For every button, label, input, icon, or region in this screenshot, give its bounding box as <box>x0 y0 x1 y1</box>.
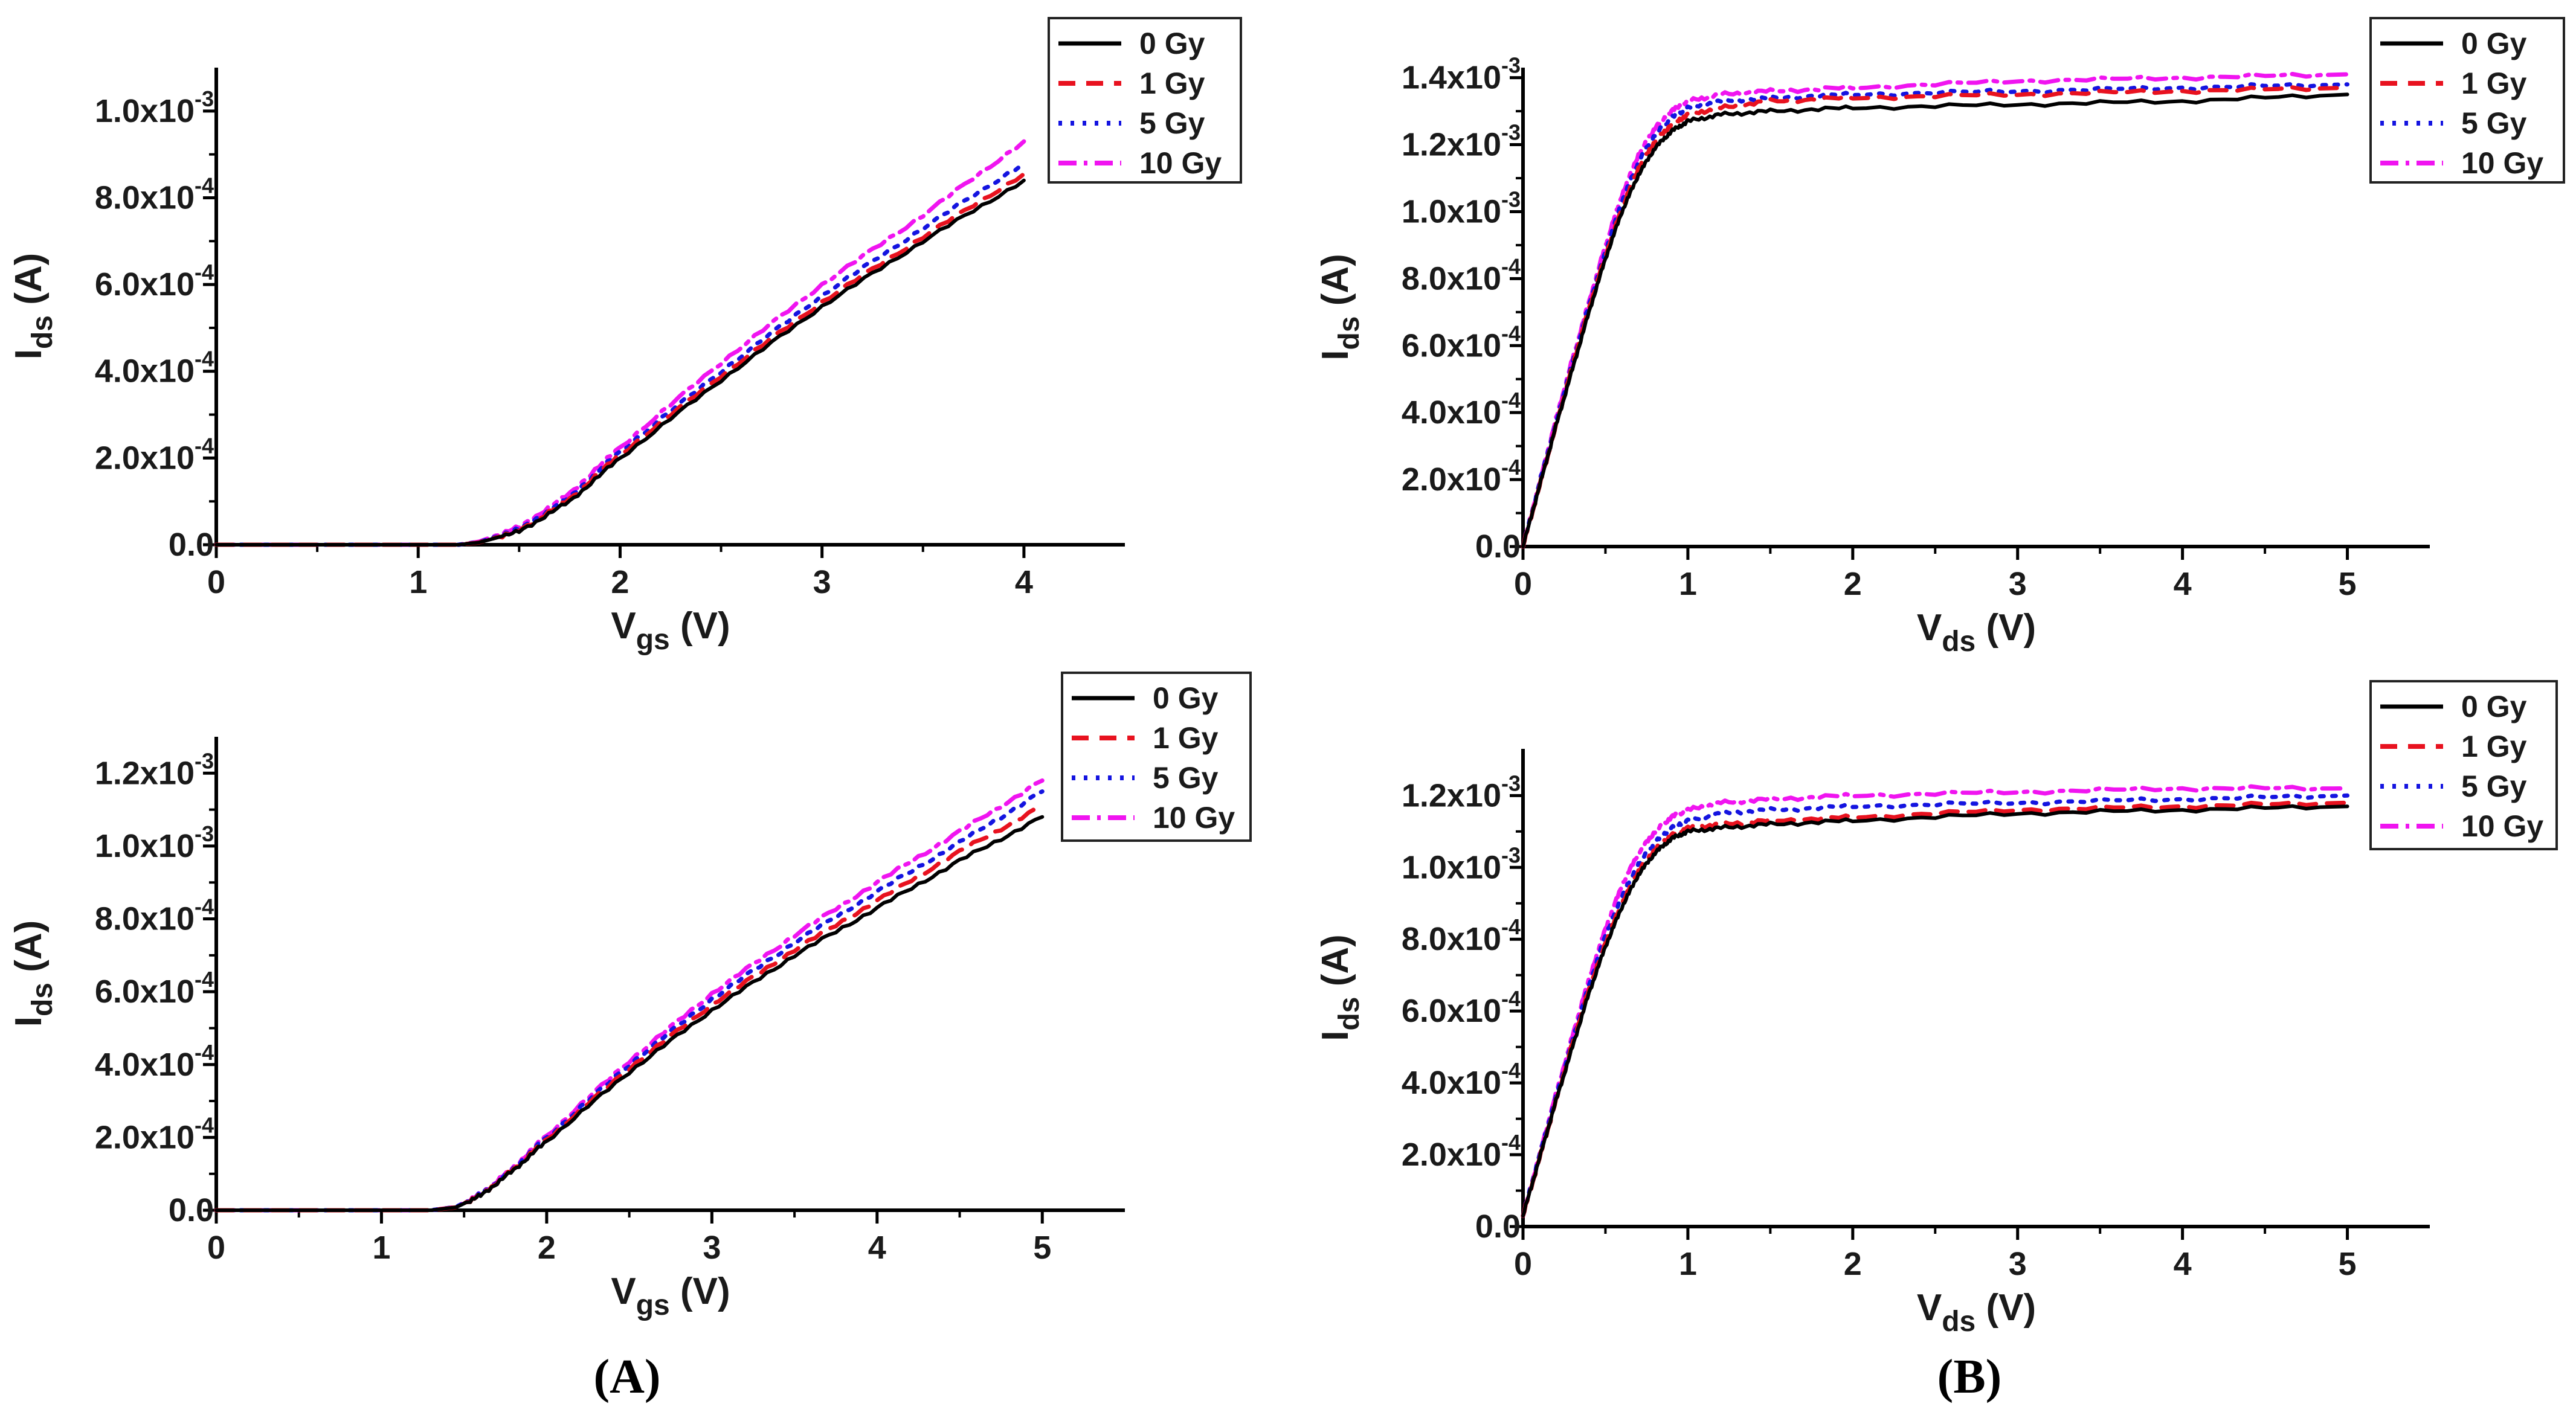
x-tick-label: 5 <box>1033 1230 1051 1266</box>
x-tick-label: 3 <box>703 1230 721 1266</box>
y-tick-label: 2.0x10-4 <box>1402 1130 1521 1173</box>
y-tick-label: 2.0x10-4 <box>95 433 214 476</box>
y-tick-label: 6.0x10-4 <box>1402 986 1521 1029</box>
legend-label: 10 Gy <box>1139 146 1222 180</box>
y-tick-label: 1.0x10-3 <box>1402 842 1521 885</box>
legend: 0 Gy 1 Gy 5 Gy 10 Gy <box>1061 672 1252 842</box>
y-tick-label: 0.0 <box>1475 528 1521 565</box>
chart-top-right: 0 1 2 3 4 5 0.0 2.0x10-4 4.0x10-4 6.0x10-4 8.0x10-… <box>1315 17 2565 658</box>
series-line-1-gy <box>1521 85 2349 549</box>
panel-label-b: (B) <box>1937 1350 2002 1404</box>
y-tick-label: 2.0x10-4 <box>95 1112 214 1155</box>
chart-bottom-left: 0 1 2 3 4 5 0.0 2.0x10-4 4.0x10-4 6.0x10-4 8.0x10-… <box>8 672 1252 1321</box>
series-line-5-gy <box>214 161 1026 547</box>
y-tick-label: 1.0x10-3 <box>95 86 214 129</box>
legend-label: 5 Gy <box>1153 761 1219 795</box>
x-tick-label: 2 <box>1844 566 1862 602</box>
y-tick-label: 1.2x10-3 <box>1402 120 1521 163</box>
y-tick-label: 6.0x10-4 <box>95 967 214 1010</box>
legend-label: 5 Gy <box>2461 769 2527 803</box>
x-tick-label: 3 <box>2009 566 2027 602</box>
x-tick-label: 1 <box>409 564 427 600</box>
y-axis-label: Ids (A) <box>1315 254 1365 361</box>
x-axis-label: Vgs (V) <box>611 605 730 656</box>
x-tick-label: 0 <box>207 1230 225 1266</box>
legend: 0 Gy 1 Gy 5 Gy 10 Gy <box>1048 17 1242 184</box>
legend-label: 1 Gy <box>1139 66 1205 100</box>
legend-box <box>2369 680 2558 850</box>
y-tick-label: 4.0x10-4 <box>95 347 214 390</box>
legend-label: 0 Gy <box>1153 681 1219 715</box>
chart-top-left: 0 1 2 3 4 0.0 2.0x10-4 4.0x10-4 6.0x10-4 8.0x10-4… <box>8 17 1242 656</box>
y-tick-label: 4.0x10-4 <box>1402 388 1521 431</box>
legend-label: 0 Gy <box>2461 27 2527 60</box>
legend-label: 1 Gy <box>2461 66 2527 100</box>
series-line-0-gy <box>214 178 1026 547</box>
x-tick-label: 1 <box>1679 566 1697 602</box>
y-tick-label: 8.0x10-4 <box>1402 914 1521 957</box>
x-tick-label: 3 <box>2009 1246 2027 1282</box>
series-line-10-gy <box>214 139 1026 547</box>
legend-label: 5 Gy <box>1139 106 1205 140</box>
x-tick-label: 4 <box>868 1230 886 1266</box>
legend-label: 10 Gy <box>2461 809 2543 843</box>
x-axis-label: Vds (V) <box>1917 1287 2036 1338</box>
x-tick-label: 1 <box>1679 1246 1697 1282</box>
x-tick-label: 2 <box>1844 1246 1862 1282</box>
x-tick-label: 0 <box>1514 566 1532 602</box>
legend-box <box>1061 672 1252 842</box>
y-tick-label: 8.0x10-4 <box>95 173 214 216</box>
series-line-0-gy <box>1521 92 2349 548</box>
y-axis-label: Ids (A) <box>1315 934 1365 1041</box>
legend-label: 1 Gy <box>2461 730 2527 763</box>
y-tick-label: 8.0x10-4 <box>1402 254 1521 297</box>
x-tick-label: 5 <box>2339 1246 2357 1282</box>
y-tick-label: 0.0 <box>1475 1208 1521 1245</box>
y-tick-label: 4.0x10-4 <box>95 1040 214 1083</box>
x-tick-label: 0 <box>1514 1246 1532 1282</box>
x-tick-label: 3 <box>813 564 831 600</box>
y-tick-label: 0.0 <box>169 1192 214 1228</box>
y-tick-label: 2.0x10-4 <box>1402 455 1521 498</box>
y-tick-label: 1.2x10-3 <box>1402 771 1521 813</box>
series-line-10-gy <box>214 778 1045 1213</box>
y-tick-label: 6.0x10-4 <box>95 260 214 303</box>
x-tick-label: 2 <box>538 1230 556 1266</box>
y-tick-label: 1.0x10-3 <box>1402 187 1521 229</box>
x-axis-label: Vds (V) <box>1917 607 2036 658</box>
legend-label: 0 Gy <box>1139 27 1205 60</box>
y-axis-label: Ids (A) <box>8 920 59 1027</box>
y-tick-label: 0.0 <box>169 527 214 563</box>
x-tick-label: 1 <box>372 1230 390 1266</box>
chart-bottom-right: 0 1 2 3 4 5 0.0 2.0x10-4 4.0x10-4 6.0x10-4 8.0x10-… <box>1315 680 2558 1338</box>
y-tick-label: 1.0x10-3 <box>95 821 214 864</box>
legend-label: 5 Gy <box>2461 106 2527 140</box>
y-axis-label: Ids (A) <box>8 253 59 360</box>
x-tick-label: 0 <box>207 564 225 600</box>
y-tick-label: 1.2x10-3 <box>95 748 214 791</box>
y-tick-label: 8.0x10-4 <box>95 894 214 937</box>
panel-label-a: (A) <box>593 1350 660 1404</box>
legend-label: 10 Gy <box>1153 801 1235 835</box>
y-tick-label: 1.4x10-3 <box>1402 53 1521 96</box>
legend-label: 1 Gy <box>1153 721 1219 755</box>
x-tick-label: 4 <box>1015 564 1033 600</box>
y-tick-label: 4.0x10-4 <box>1402 1058 1521 1101</box>
series-line-0-gy <box>1521 804 2349 1218</box>
legend-label: 10 Gy <box>2461 146 2543 180</box>
x-axis-label: Vgs (V) <box>611 1271 730 1321</box>
x-tick-label: 5 <box>2339 566 2357 602</box>
x-tick-label: 4 <box>2174 1246 2192 1282</box>
x-tick-label: 4 <box>2174 566 2192 602</box>
series-line-0-gy <box>214 815 1045 1212</box>
y-tick-label: 6.0x10-4 <box>1402 321 1521 364</box>
x-tick-label: 2 <box>611 564 629 600</box>
legend-label: 0 Gy <box>2461 690 2527 723</box>
series-line-10-gy <box>1521 784 2349 1218</box>
legend: 0 Gy 1 Gy 5 Gy 10 Gy <box>2369 680 2558 850</box>
legend: 0 Gy 1 Gy 5 Gy 10 Gy <box>2369 17 2565 184</box>
series-line-5-gy <box>1521 793 2349 1218</box>
